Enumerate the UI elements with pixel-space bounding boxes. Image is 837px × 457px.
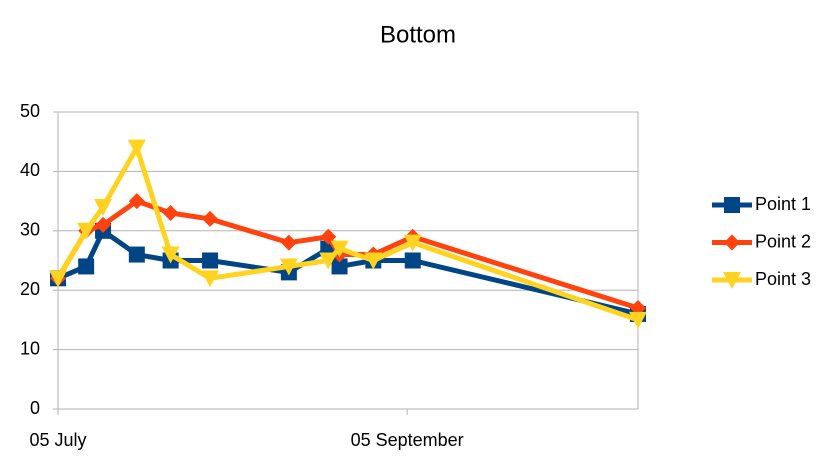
data-point <box>161 246 180 264</box>
data-point <box>162 204 179 221</box>
data-point <box>403 234 422 252</box>
y-tick-label: 0 <box>30 398 40 418</box>
data-point <box>77 222 96 240</box>
legend-marker <box>724 197 740 213</box>
data-point <box>127 139 146 157</box>
data-point <box>78 258 95 275</box>
legend-marker <box>724 234 740 251</box>
data-point <box>404 252 421 269</box>
data-point <box>202 210 219 227</box>
chart-title: Bottom <box>380 21 456 48</box>
series-line <box>55 145 639 323</box>
y-tick-label: 20 <box>20 279 40 299</box>
data-point <box>279 258 298 276</box>
data-point <box>364 252 383 270</box>
y-tick-label: 40 <box>20 160 40 180</box>
legend-label: Point 1 <box>755 194 811 214</box>
data-point <box>319 252 338 270</box>
x-tick-label: 05 July <box>29 430 86 450</box>
x-tick-label: 05 September <box>351 430 464 450</box>
y-tick-label: 50 <box>20 101 40 121</box>
data-point <box>629 311 647 329</box>
data-point <box>331 258 348 275</box>
data-point <box>280 234 297 251</box>
data-point <box>128 193 145 210</box>
legend-label: Point 3 <box>755 269 811 289</box>
data-point <box>128 246 145 263</box>
data-point <box>202 252 219 269</box>
data-point <box>94 199 113 217</box>
data-point <box>330 240 349 258</box>
legend-label: Point 2 <box>755 231 811 251</box>
legend-marker <box>723 272 741 289</box>
y-tick-label: 30 <box>20 220 40 240</box>
data-point <box>49 270 67 288</box>
data-point <box>201 270 220 288</box>
data-point <box>95 216 112 233</box>
y-tick-label: 10 <box>20 338 40 358</box>
